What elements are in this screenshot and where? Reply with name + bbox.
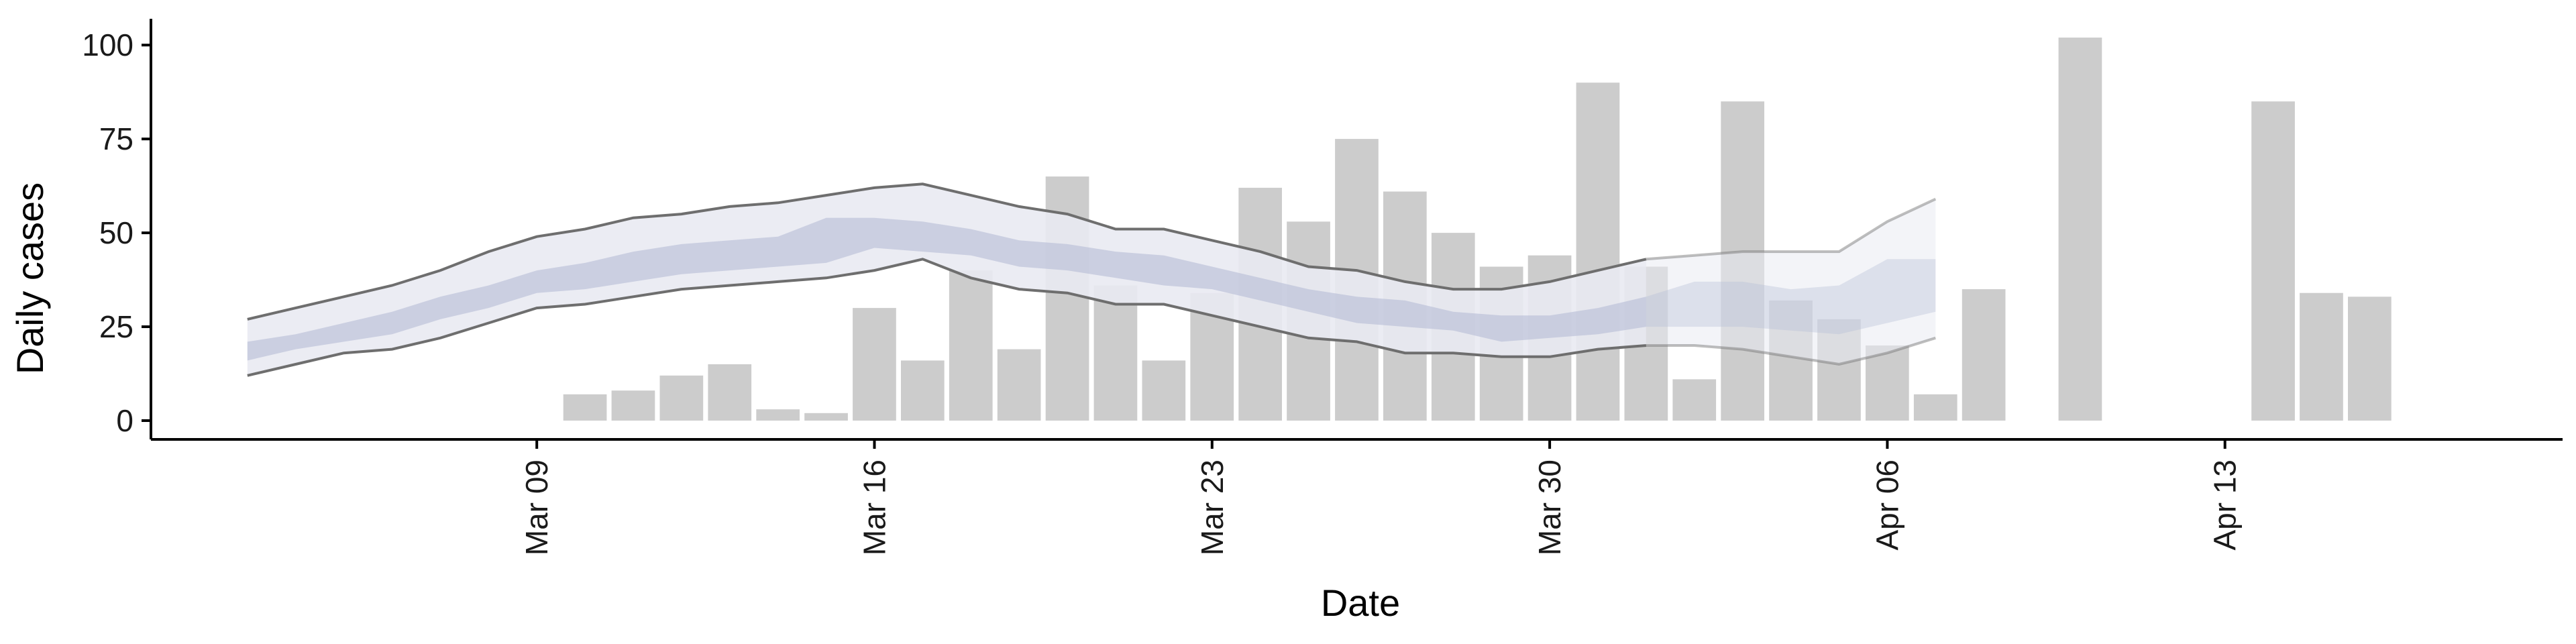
bands-layer: [247, 184, 1936, 376]
x-tick-label: Mar 09: [519, 460, 554, 555]
bar: [563, 394, 607, 421]
x-tick-label: Mar 30: [1532, 460, 1567, 555]
bar: [1142, 360, 1186, 421]
inner-band-main: [247, 217, 1646, 361]
x-tick-label: Apr 06: [1870, 460, 1904, 551]
bar: [804, 413, 848, 421]
axes-layer: 0 25 50 75 100 Mar 09 Mar 16 Mar 23 Mar 30 Apr 06…: [82, 19, 2563, 555]
bars-layer: [563, 38, 2392, 421]
lower-interval-line-main: [247, 258, 1647, 377]
bar: [1962, 289, 2006, 421]
y-tick-label: 100: [82, 28, 133, 62]
bar: [1672, 379, 1717, 421]
bar: [2348, 297, 2392, 421]
bar: [1576, 83, 1620, 421]
y-tick-label: 25: [99, 309, 133, 344]
bar: [949, 270, 993, 421]
y-tick-label: 50: [99, 215, 133, 250]
y-tick-label: 75: [99, 121, 133, 156]
bar: [997, 349, 1041, 421]
upper-interval-line-main: [247, 182, 1647, 321]
x-tick-label: Mar 23: [1195, 460, 1230, 555]
y-tick-label: 0: [116, 403, 133, 438]
bar: [611, 390, 655, 421]
x-tick-label: Apr 13: [2208, 460, 2243, 551]
bar: [659, 375, 704, 421]
bar: [2251, 101, 2295, 421]
bar: [2300, 292, 2343, 421]
upper-interval-line-recent: [1646, 197, 1937, 261]
bar: [1093, 285, 1138, 421]
x-tick-label: Mar 16: [857, 460, 892, 555]
bar: [853, 308, 896, 421]
outer-band-main: [247, 184, 1646, 376]
bar: [756, 409, 800, 421]
inner-band-recent: [1646, 259, 1936, 335]
outer-band-recent: [1646, 199, 1936, 364]
bar: [2058, 38, 2102, 421]
interval-lines-layer: [247, 182, 1937, 377]
bar: [901, 360, 945, 421]
bar: [708, 364, 752, 421]
x-axis-title: Date: [1321, 582, 1400, 624]
y-axis-title: Daily cases: [9, 182, 51, 374]
bar: [1866, 345, 1909, 421]
lower-interval-line-recent: [1646, 336, 1936, 366]
bar: [1913, 394, 1957, 421]
